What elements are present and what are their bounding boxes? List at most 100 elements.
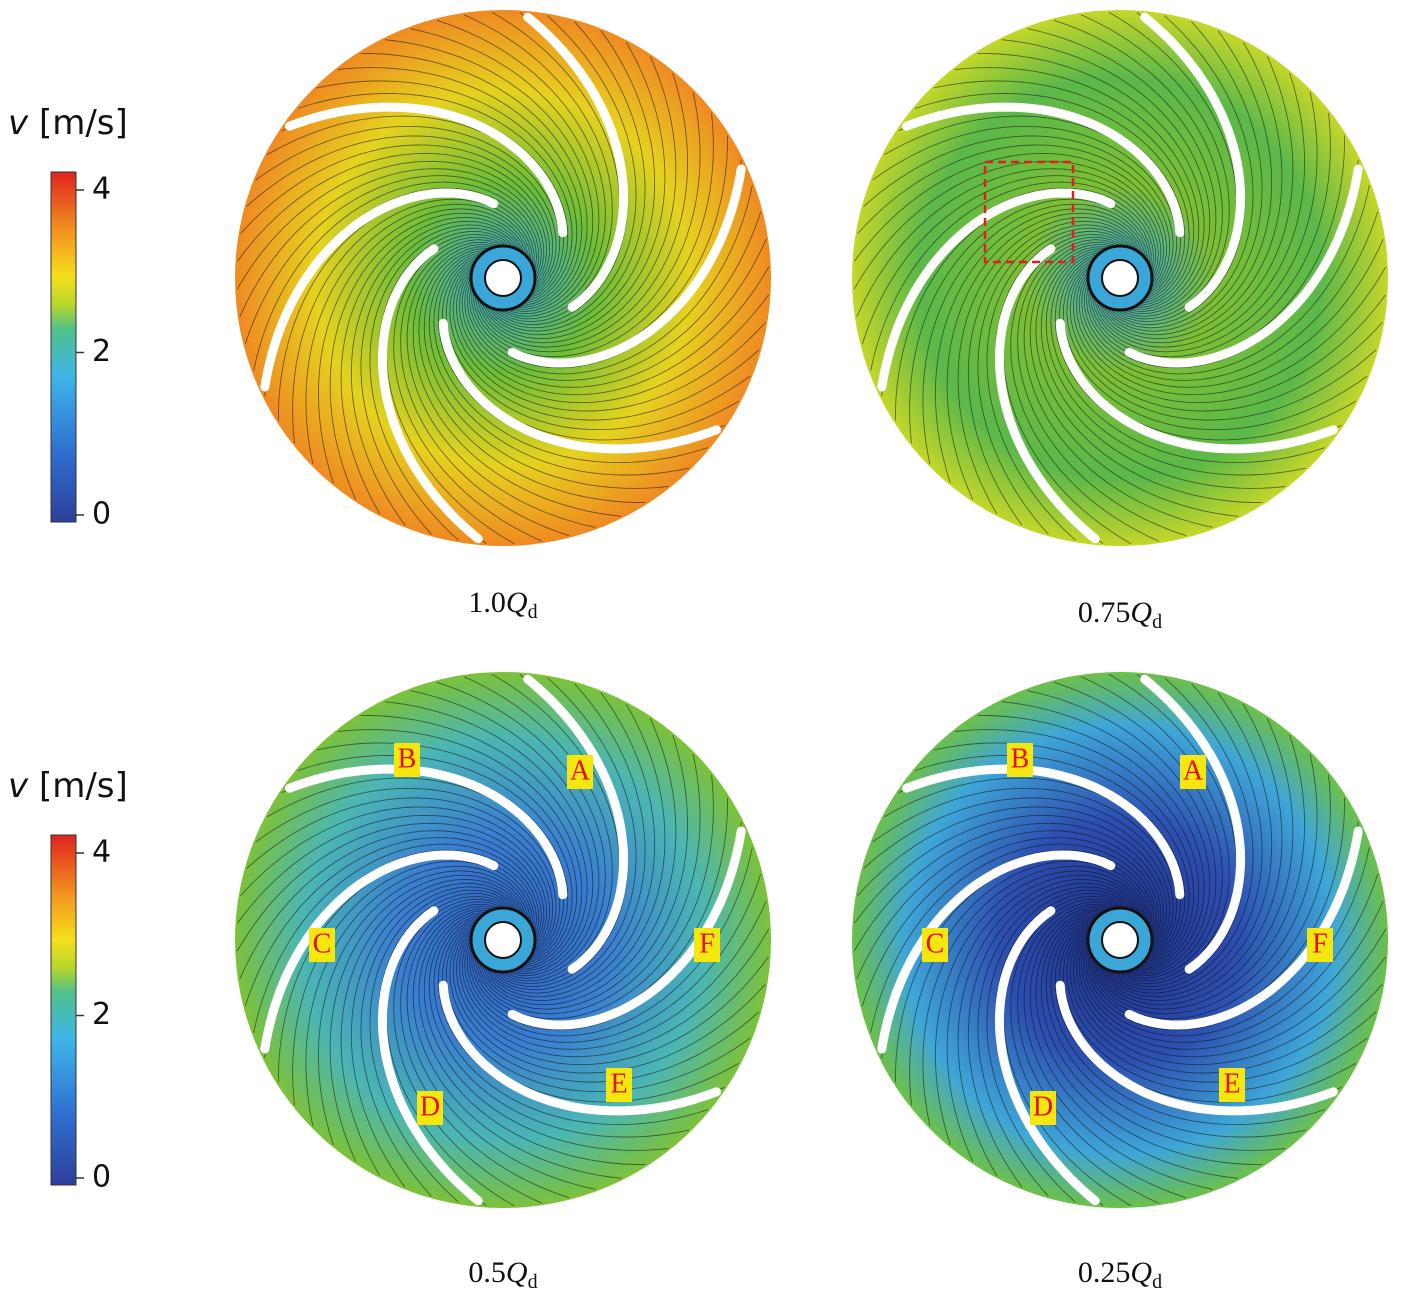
streamline [1045,249,1307,476]
streamline [384,39,594,313]
streamline [317,870,530,1146]
streamline [240,806,554,957]
streamline [1090,774,1331,1020]
streamline [449,920,760,1083]
blade [507,826,746,1030]
streamline [1096,704,1283,1002]
streamline [1040,910,1286,1151]
streamline [856,168,1162,317]
caption-number: 0.5 [468,1256,506,1289]
blade [507,164,746,368]
region-label: E [1223,1068,1240,1099]
streamline [1091,753,1318,1015]
colorbar-title: v [m/s] [8,103,128,143]
streamline [360,224,523,535]
label-box [1007,743,1033,777]
streamline [1093,734,1306,1010]
blade [523,674,629,974]
streamline [317,208,530,484]
label-box [417,1091,443,1125]
colorbar [50,834,77,1186]
label-box [694,928,720,962]
streamline [1029,905,1239,1179]
streamline [479,42,666,340]
streamline [977,52,1205,310]
caption-symbol: Q [506,586,528,619]
streamline [1027,690,1217,977]
streamline [1050,913,1326,1126]
streamline [1017,239,1187,537]
streamline [967,220,1142,526]
streamline [360,886,523,1197]
unit: [m/s] [39,766,128,806]
streamline [292,860,533,1106]
blade [377,906,483,1206]
streamline [244,837,542,1007]
caption-symbol: Q [1130,1256,1152,1289]
impeller [235,10,771,546]
streamline [1098,30,1273,336]
streamline [237,152,550,293]
streamline [246,797,557,960]
streamline [1062,918,1368,1093]
streamline [479,704,666,1002]
streamline [486,15,637,329]
blade [438,980,721,1116]
streamline [914,754,1190,967]
region-label: D [420,1091,440,1122]
caption-subscript: d [528,601,538,623]
streamline [1103,15,1254,329]
streamline [872,125,1178,300]
streamline [240,144,554,295]
colorbar [50,171,77,523]
streamline [957,216,1144,514]
streamline [1035,246,1263,504]
streamline [478,718,677,1006]
blade [1055,980,1338,1116]
streamline [236,160,548,290]
blade [377,244,483,544]
streamline [1100,683,1263,994]
caption-number: 1.0 [468,586,506,619]
region-label: A [570,755,591,786]
streamline [1017,901,1187,1199]
label-box [1307,928,1333,962]
panel-caption: 0.5Qd [468,1256,537,1293]
blade [994,906,1100,1206]
streamline [1081,873,1379,1043]
blade [877,850,1116,1054]
streamline [329,212,528,500]
streamline [449,258,760,421]
streamline [1075,928,1387,1058]
label-box [1030,1091,1056,1125]
streamline [1073,925,1386,1066]
streamline [433,913,709,1126]
label-box [567,755,593,789]
region-label: E [610,1068,627,1099]
blade [260,850,499,1054]
streamline [423,910,669,1151]
variable: v [8,766,29,806]
blade [523,12,629,312]
streamline [1100,21,1263,332]
streamline [456,925,769,1066]
streamline [393,898,542,1204]
streamline [909,860,1150,1106]
unit: [m/s] [39,103,128,143]
streamline [458,928,770,1058]
impeller [235,672,771,1208]
region-label: C [313,928,332,959]
blade [1124,164,1363,368]
streamline [1010,898,1159,1204]
streamline [1069,261,1383,412]
streamline [464,676,613,982]
variable: v [8,103,29,143]
streamline [863,797,1174,960]
streamline [1078,239,1384,388]
streamline [977,886,1140,1197]
streamline [863,135,1174,298]
caption-number: 0.25 [1078,1256,1131,1289]
streamline [445,256,751,431]
streamline [1023,903,1213,1190]
